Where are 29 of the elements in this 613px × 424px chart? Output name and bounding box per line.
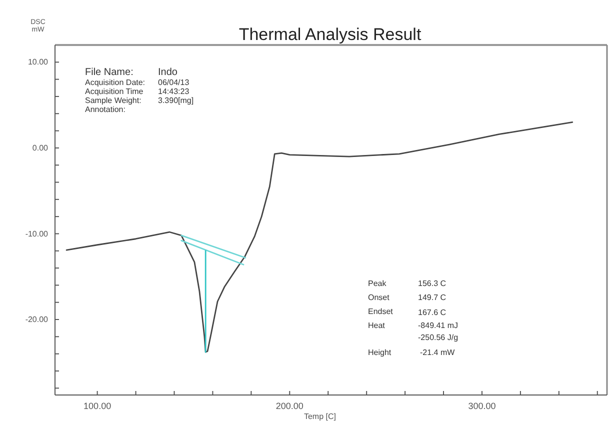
annotation: Sample Weight: — [85, 96, 142, 105]
x-tick-label: 300.00 — [468, 400, 496, 411]
annotation: Onset — [368, 293, 390, 302]
annotation: 14:43:23 — [158, 87, 190, 96]
annotation: Heat — [368, 321, 386, 330]
annotation: Peak — [368, 279, 388, 288]
annotation: 156.3 C — [418, 279, 446, 288]
annotation: Annotation: — [85, 105, 126, 114]
annotation: 167.6 C — [418, 308, 446, 317]
x-tick-label: 100.00 — [84, 400, 112, 411]
annotation: Acquisition Time — [85, 87, 144, 96]
x-tick-label: 200.00 — [276, 400, 304, 411]
annotation: 06/04/13 — [158, 78, 190, 87]
y-tick-label: -20.00 — [25, 315, 49, 324]
y-tick-label: 0.00 — [32, 144, 49, 152]
annotation: -849.41 mJ — [418, 321, 458, 330]
x-axis-title: Temp [C] — [304, 412, 336, 421]
annotation: -250.56 J/g — [418, 333, 458, 342]
annotation: 3.390[mg] — [158, 96, 194, 105]
annotation: Acquisition Date: — [85, 78, 146, 87]
annotation: Indo — [158, 67, 178, 78]
annotation: Height — [368, 348, 392, 357]
annotation: File Name: — [85, 67, 134, 78]
annotation: 149.7 C — [418, 293, 446, 302]
y-tick-label: 10.00 — [28, 58, 49, 67]
chart-title: Thermal Analysis Result — [238, 25, 422, 44]
annotation: Endset — [368, 307, 394, 316]
y-tick-label: -10.00 — [25, 229, 49, 238]
annotation: -21.4 mW — [420, 348, 456, 357]
